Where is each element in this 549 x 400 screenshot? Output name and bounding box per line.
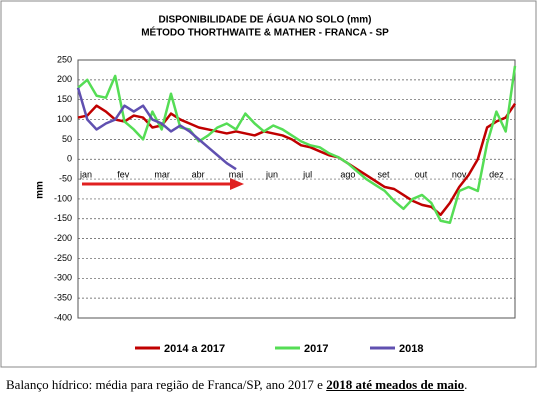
y-tick-label: 0 — [67, 154, 72, 164]
y-tick-label: -150 — [54, 213, 72, 223]
y-tick-label: -200 — [54, 233, 72, 243]
legend-label: 2018 — [399, 343, 423, 355]
y-tick-label: -300 — [54, 273, 72, 283]
y-tick-label: 150 — [57, 94, 72, 104]
x-tick-label: jul — [302, 170, 312, 180]
y-tick-label: 250 — [57, 54, 72, 64]
arrow-head — [230, 178, 244, 190]
x-tick-label: abr — [192, 170, 205, 180]
y-tick-label: -400 — [54, 312, 72, 322]
x-tick-label: ago — [340, 170, 355, 180]
y-tick-label: -50 — [59, 173, 72, 183]
x-tick-label: out — [415, 170, 428, 180]
y-tick-label: 50 — [62, 134, 72, 144]
y-tick-label: 200 — [57, 74, 72, 84]
y-tick-label: -100 — [54, 193, 72, 203]
x-tick-label: dez — [489, 170, 504, 180]
y-axis-label: mm — [35, 181, 46, 199]
x-tick-label: nov — [452, 170, 467, 180]
x-tick-label: set — [378, 170, 391, 180]
y-tick-label: -250 — [54, 253, 72, 263]
x-tick-label: mar — [154, 170, 170, 180]
x-tick-label: mai — [229, 170, 244, 180]
chart-subtitle: MÉTODO THORTHWAITE & MATHER - FRANCA - S… — [141, 26, 389, 39]
x-tick-label: fev — [117, 170, 130, 180]
line — [76, 87, 237, 171]
legend-label: 2017 — [304, 343, 328, 355]
x-tick-label: jan — [79, 170, 92, 180]
caption-end: . — [464, 377, 468, 392]
line — [77, 102, 517, 217]
chart-title: DISPONIBILIDADE DE ÁGUA NO SOLO (mm) — [159, 13, 372, 26]
caption-bold: 2018 até meados de maio — [326, 377, 465, 392]
legend-label: 2014 a 2017 — [164, 343, 225, 355]
caption-text: Balanço hídrico: média para região de Fr… — [6, 377, 327, 392]
plot-frame — [77, 59, 516, 319]
y-tick-label: -350 — [54, 293, 72, 303]
y-tick-label: 100 — [57, 114, 72, 124]
caption: Balanço hídrico: média para região de Fr… — [6, 377, 467, 393]
chart: DISPONIBILIDADE DE ÁGUA NO SOLO (mm) MÉT… — [0, 0, 537, 368]
x-tick-label: jun — [265, 170, 278, 180]
chart-frame — [0, 0, 537, 368]
